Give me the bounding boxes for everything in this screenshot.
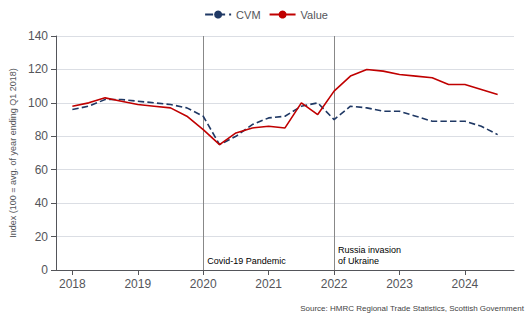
svg-text:60: 60 [35,163,49,177]
svg-text:2018: 2018 [59,277,86,291]
svg-text:2023: 2023 [386,277,413,291]
svg-text:2019: 2019 [124,277,151,291]
svg-text:2024: 2024 [452,277,479,291]
svg-text:Russia invasion: Russia invasion [338,245,401,255]
svg-text:80: 80 [35,129,49,143]
svg-text:2020: 2020 [190,277,217,291]
svg-text:of Ukraine: of Ukraine [338,256,379,266]
svg-text:40: 40 [35,196,49,210]
svg-text:2021: 2021 [255,277,282,291]
svg-text:140: 140 [28,29,48,43]
svg-text:20: 20 [35,230,49,244]
svg-text:120: 120 [28,62,48,76]
svg-text:CVM: CVM [236,9,260,21]
svg-text:Value: Value [301,9,328,21]
svg-text:2022: 2022 [321,277,348,291]
svg-text:Covid-19 Pandemic: Covid-19 Pandemic [207,256,286,266]
svg-text:Source: HMRC Regional Trade St: Source: HMRC Regional Trade Statistics, … [300,304,524,313]
svg-text:100: 100 [28,96,48,110]
svg-text:Index (100 = avg. of year endi: Index (100 = avg. of year ending Q1 2018… [8,68,18,237]
svg-text:0: 0 [41,263,48,277]
